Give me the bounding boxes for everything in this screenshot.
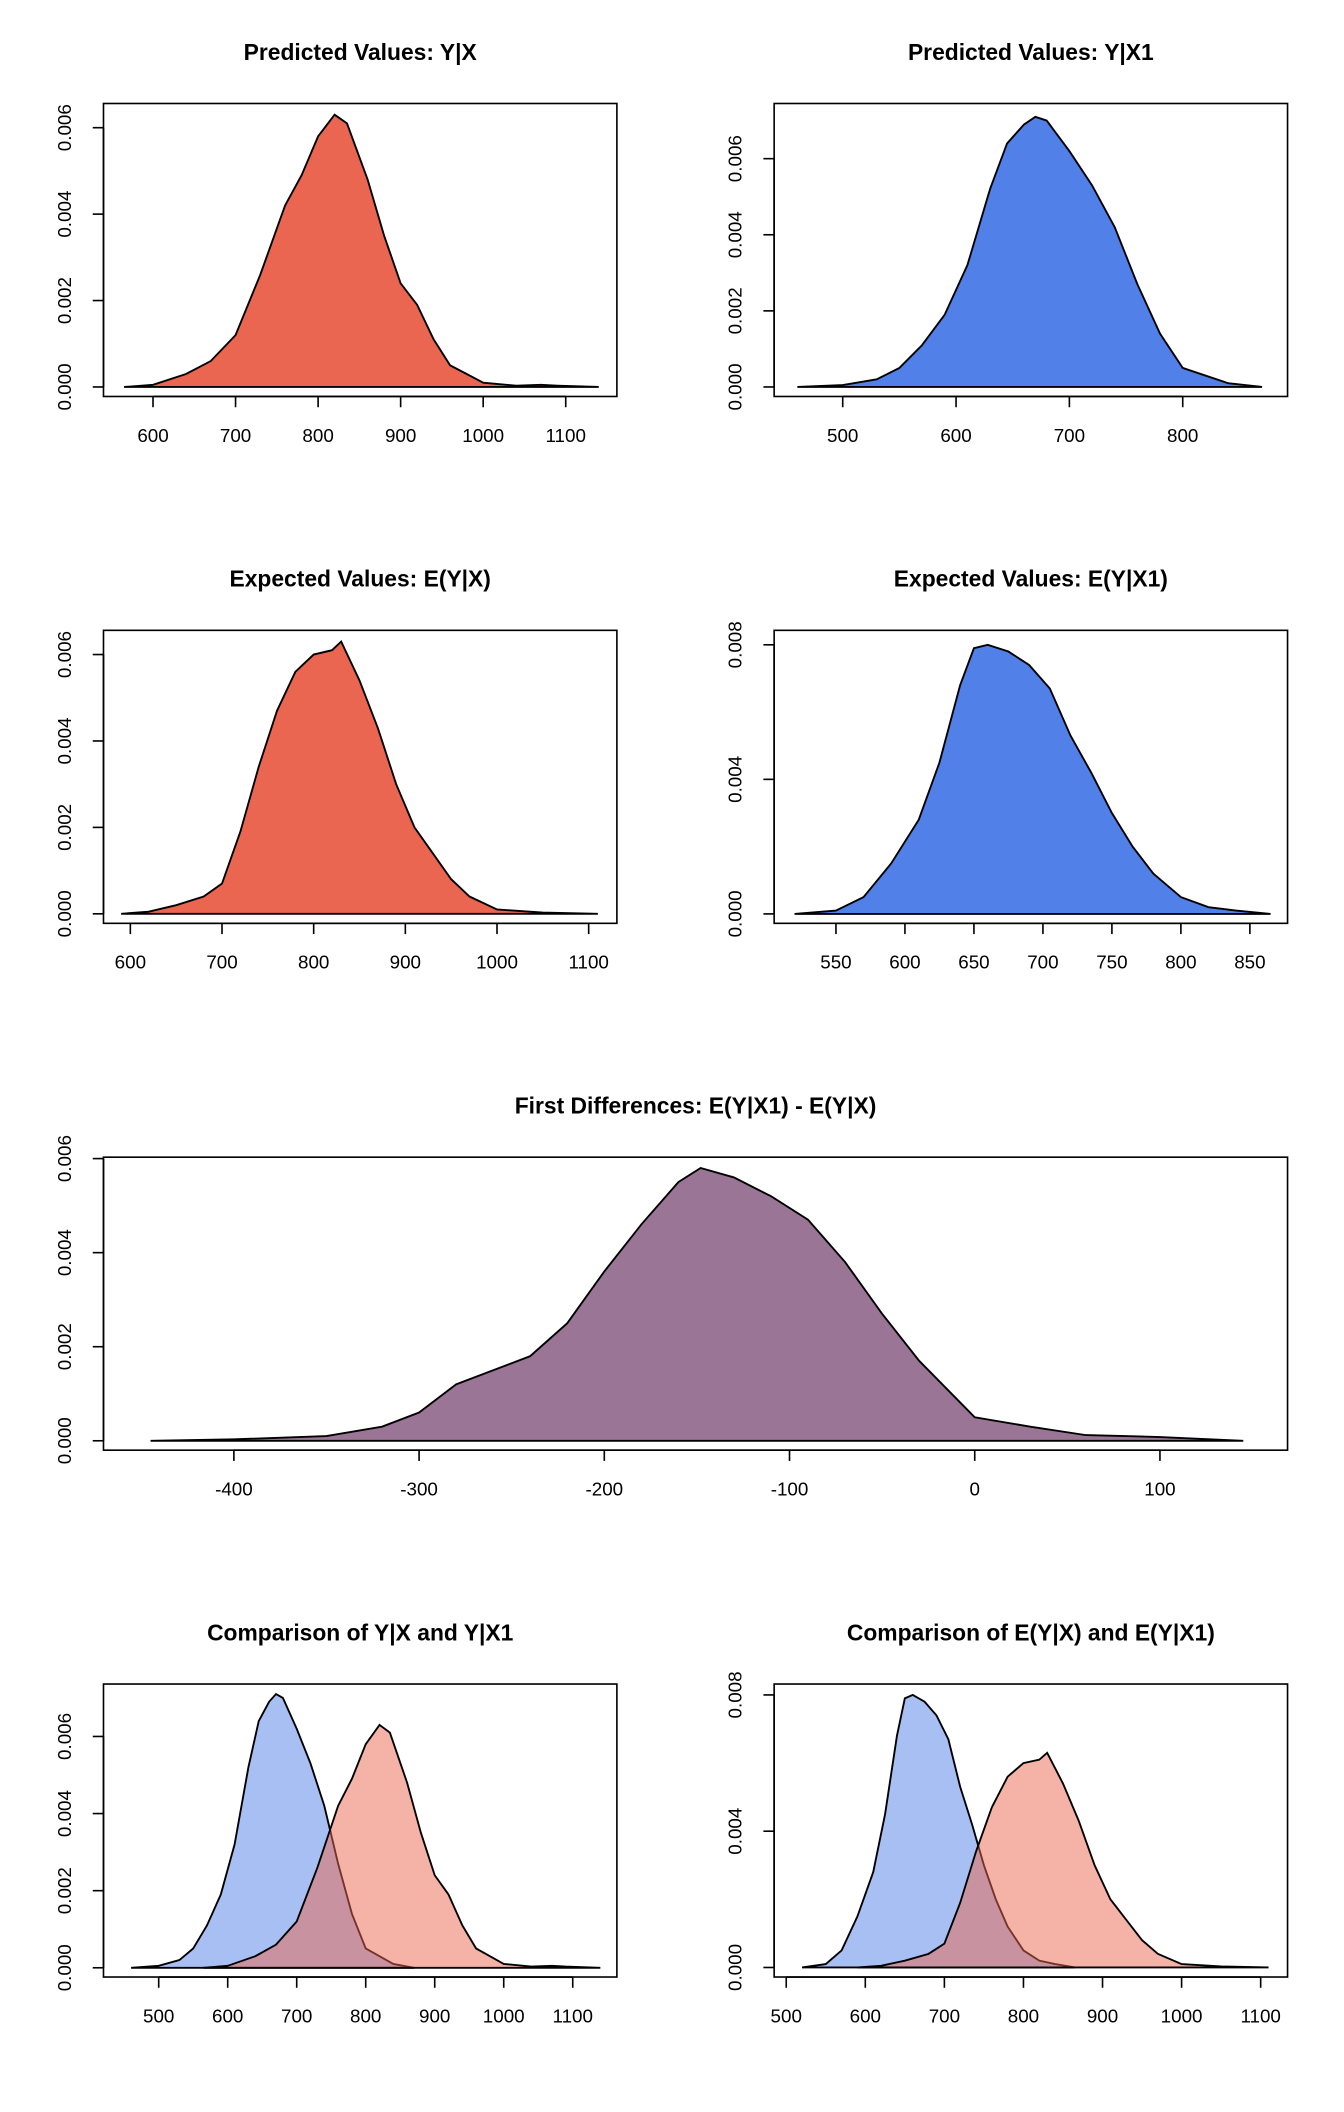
chart-title: Expected Values: E(Y|X) <box>229 566 490 592</box>
x-tick-label: 1100 <box>546 425 586 446</box>
density-area <box>150 1166 1244 1442</box>
x-tick-label: 700 <box>220 425 251 446</box>
chart-title: First Differences: E(Y|X1) - E(Y|X) <box>515 1092 877 1118</box>
x-tick-label: 1000 <box>483 2005 525 2026</box>
y-tick-label: 0.008 <box>724 1671 745 1718</box>
x-tick-label: 800 <box>1165 952 1196 973</box>
density-area <box>124 113 599 388</box>
x-tick-label: 100 <box>1144 1478 1175 1499</box>
x-tick-label: 1100 <box>1240 2005 1280 2026</box>
density-area <box>121 639 598 915</box>
x-tick-label: 850 <box>1234 952 1265 973</box>
y-tick-label: 0.006 <box>54 104 75 151</box>
x-tick-label: 0 <box>969 1478 979 1499</box>
density-area <box>203 1723 601 1969</box>
x-tick-label: 1100 <box>568 952 608 973</box>
x-tick-label: 900 <box>1087 2005 1118 2026</box>
density-area <box>797 115 1263 388</box>
y-tick-label: 0.000 <box>724 1944 745 1991</box>
y-tick-label: 0.002 <box>54 804 75 851</box>
x-tick-label: 600 <box>940 425 971 446</box>
x-tick-label: 600 <box>212 2005 243 2026</box>
x-tick-label: 800 <box>302 425 333 446</box>
y-tick-label: 0.004 <box>54 191 75 238</box>
y-tick-label: 0.004 <box>724 1808 745 1855</box>
chart-title: Expected Values: E(Y|X1) <box>894 566 1168 592</box>
y-tick-label: 0.006 <box>54 631 75 678</box>
y-tick-label: 0.002 <box>54 1323 75 1370</box>
x-tick-label: 600 <box>137 425 168 446</box>
x-tick-label: 1000 <box>476 952 518 973</box>
y-tick-label: 0.000 <box>54 1944 75 1991</box>
x-tick-label: 750 <box>1096 952 1127 973</box>
x-tick-label: 600 <box>889 952 920 973</box>
y-tick-label: 0.000 <box>54 363 75 410</box>
density-area <box>794 643 1271 915</box>
chart-title: Predicted Values: Y|X1 <box>908 39 1154 65</box>
y-tick-label: 0.004 <box>54 1790 75 1837</box>
x-tick-label: 500 <box>827 425 858 446</box>
y-tick-label: 0.002 <box>54 277 75 324</box>
y-tick-label: 0.006 <box>54 1713 75 1760</box>
y-tick-label: 0.002 <box>54 1867 75 1914</box>
x-tick-label: 700 <box>281 2005 312 2026</box>
x-tick-label: 600 <box>850 2005 881 2026</box>
y-tick-label: 0.004 <box>54 717 75 764</box>
x-tick-label: -100 <box>771 1478 809 1499</box>
x-tick-label: 550 <box>820 952 851 973</box>
x-tick-label: 700 <box>206 952 237 973</box>
y-tick-label: 0.004 <box>724 211 745 258</box>
x-tick-label: 600 <box>115 952 146 973</box>
y-tick-label: 0.000 <box>54 890 75 937</box>
x-tick-label: 800 <box>350 2005 381 2026</box>
y-tick-label: 0.006 <box>724 135 745 182</box>
x-tick-label: 900 <box>385 425 416 446</box>
x-tick-label: 800 <box>1167 425 1198 446</box>
x-tick-label: 700 <box>929 2005 960 2026</box>
y-tick-label: 0.000 <box>724 363 745 410</box>
x-tick-label: -200 <box>585 1478 623 1499</box>
x-tick-label: 900 <box>419 2005 450 2026</box>
y-tick-label: 0.004 <box>54 1229 75 1276</box>
y-tick-label: 0.000 <box>54 1417 75 1464</box>
y-tick-label: 0.004 <box>724 756 745 803</box>
x-tick-label: 1000 <box>462 425 504 446</box>
x-tick-label: 500 <box>771 2005 802 2026</box>
y-tick-label: 0.000 <box>724 890 745 937</box>
x-tick-label: 700 <box>1054 425 1085 446</box>
chart-title: Predicted Values: Y|X <box>244 39 478 65</box>
y-tick-label: 0.002 <box>724 287 745 334</box>
y-tick-label: 0.008 <box>724 621 745 668</box>
chart-title: Comparison of E(Y|X) and E(Y|X1) <box>847 1619 1215 1645</box>
chart-title: Comparison of Y|X and Y|X1 <box>207 1619 514 1645</box>
density-area <box>857 1751 1269 1969</box>
x-tick-label: 800 <box>1008 2005 1039 2026</box>
x-tick-label: 1000 <box>1161 2005 1203 2026</box>
x-tick-label: 1100 <box>553 2005 593 2026</box>
y-tick-label: 0.006 <box>54 1135 75 1182</box>
x-tick-label: 650 <box>958 952 989 973</box>
x-tick-label: 700 <box>1027 952 1058 973</box>
x-tick-label: 900 <box>390 952 421 973</box>
x-tick-label: 800 <box>298 952 329 973</box>
x-tick-label: 500 <box>143 2005 174 2026</box>
x-tick-label: -400 <box>215 1478 253 1499</box>
x-tick-label: -300 <box>400 1478 438 1499</box>
